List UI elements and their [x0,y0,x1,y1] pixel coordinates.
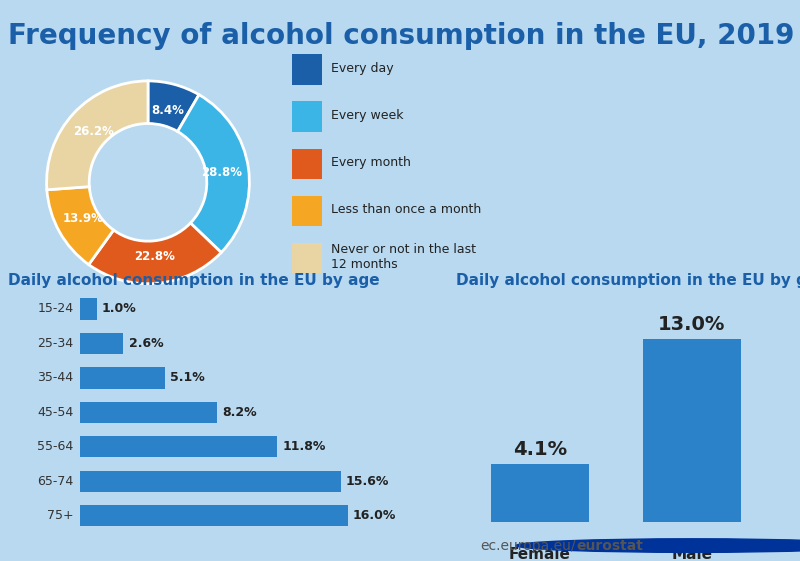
Text: Male: Male [671,547,713,561]
Text: Less than once a month: Less than once a month [330,203,481,217]
Bar [643,339,741,522]
Text: 5.1%: 5.1% [170,371,205,384]
Text: 75+: 75+ [46,509,74,522]
Text: 8.2%: 8.2% [222,406,257,419]
Bar [80,367,166,389]
Bar [80,402,217,423]
Bar [80,471,341,492]
Text: Every month: Every month [330,156,410,169]
Text: 8.4%: 8.4% [151,104,184,117]
Wedge shape [46,81,148,190]
Text: 11.8%: 11.8% [282,440,326,453]
Text: 15.6%: 15.6% [346,475,390,488]
Circle shape [516,539,800,553]
Bar [80,298,97,320]
FancyBboxPatch shape [293,243,322,273]
Text: Daily alcohol consumption in the EU by gender: Daily alcohol consumption in the EU by g… [456,273,800,288]
FancyBboxPatch shape [293,54,322,85]
Text: Female: Female [509,547,571,561]
Text: Frequency of alcohol consumption in the EU, 2019: Frequency of alcohol consumption in the … [8,22,794,50]
Bar [80,505,348,526]
FancyBboxPatch shape [293,196,322,226]
Text: 22.8%: 22.8% [134,250,175,263]
Text: 28.8%: 28.8% [201,165,242,178]
Wedge shape [89,223,222,284]
Text: 16.0%: 16.0% [353,509,396,522]
Wedge shape [178,95,250,252]
FancyBboxPatch shape [293,102,322,132]
Text: 15-24: 15-24 [37,302,74,315]
Text: 1.0%: 1.0% [102,302,137,315]
Bar [80,333,123,354]
Text: Every day: Every day [330,62,393,75]
Text: 25-34: 25-34 [37,337,74,350]
FancyBboxPatch shape [293,149,322,179]
Text: 65-74: 65-74 [37,475,74,488]
Bar [80,436,278,457]
Wedge shape [148,81,199,131]
Text: 55-64: 55-64 [37,440,74,453]
Text: eurostat: eurostat [576,539,643,553]
Text: ec.europa.eu/: ec.europa.eu/ [481,539,576,553]
Text: 13.0%: 13.0% [658,315,726,334]
Text: Every week: Every week [330,109,403,122]
Text: Daily alcohol consumption in the EU by age: Daily alcohol consumption in the EU by a… [8,273,380,288]
Wedge shape [47,187,114,265]
Text: 4.1%: 4.1% [513,440,567,459]
Text: 13.9%: 13.9% [63,212,104,225]
Text: Never or not in the last
12 months: Never or not in the last 12 months [330,243,475,271]
Text: 35-44: 35-44 [37,371,74,384]
Text: 45-54: 45-54 [37,406,74,419]
Text: 26.2%: 26.2% [74,126,114,139]
Bar [491,465,589,522]
Text: 2.6%: 2.6% [129,337,163,350]
